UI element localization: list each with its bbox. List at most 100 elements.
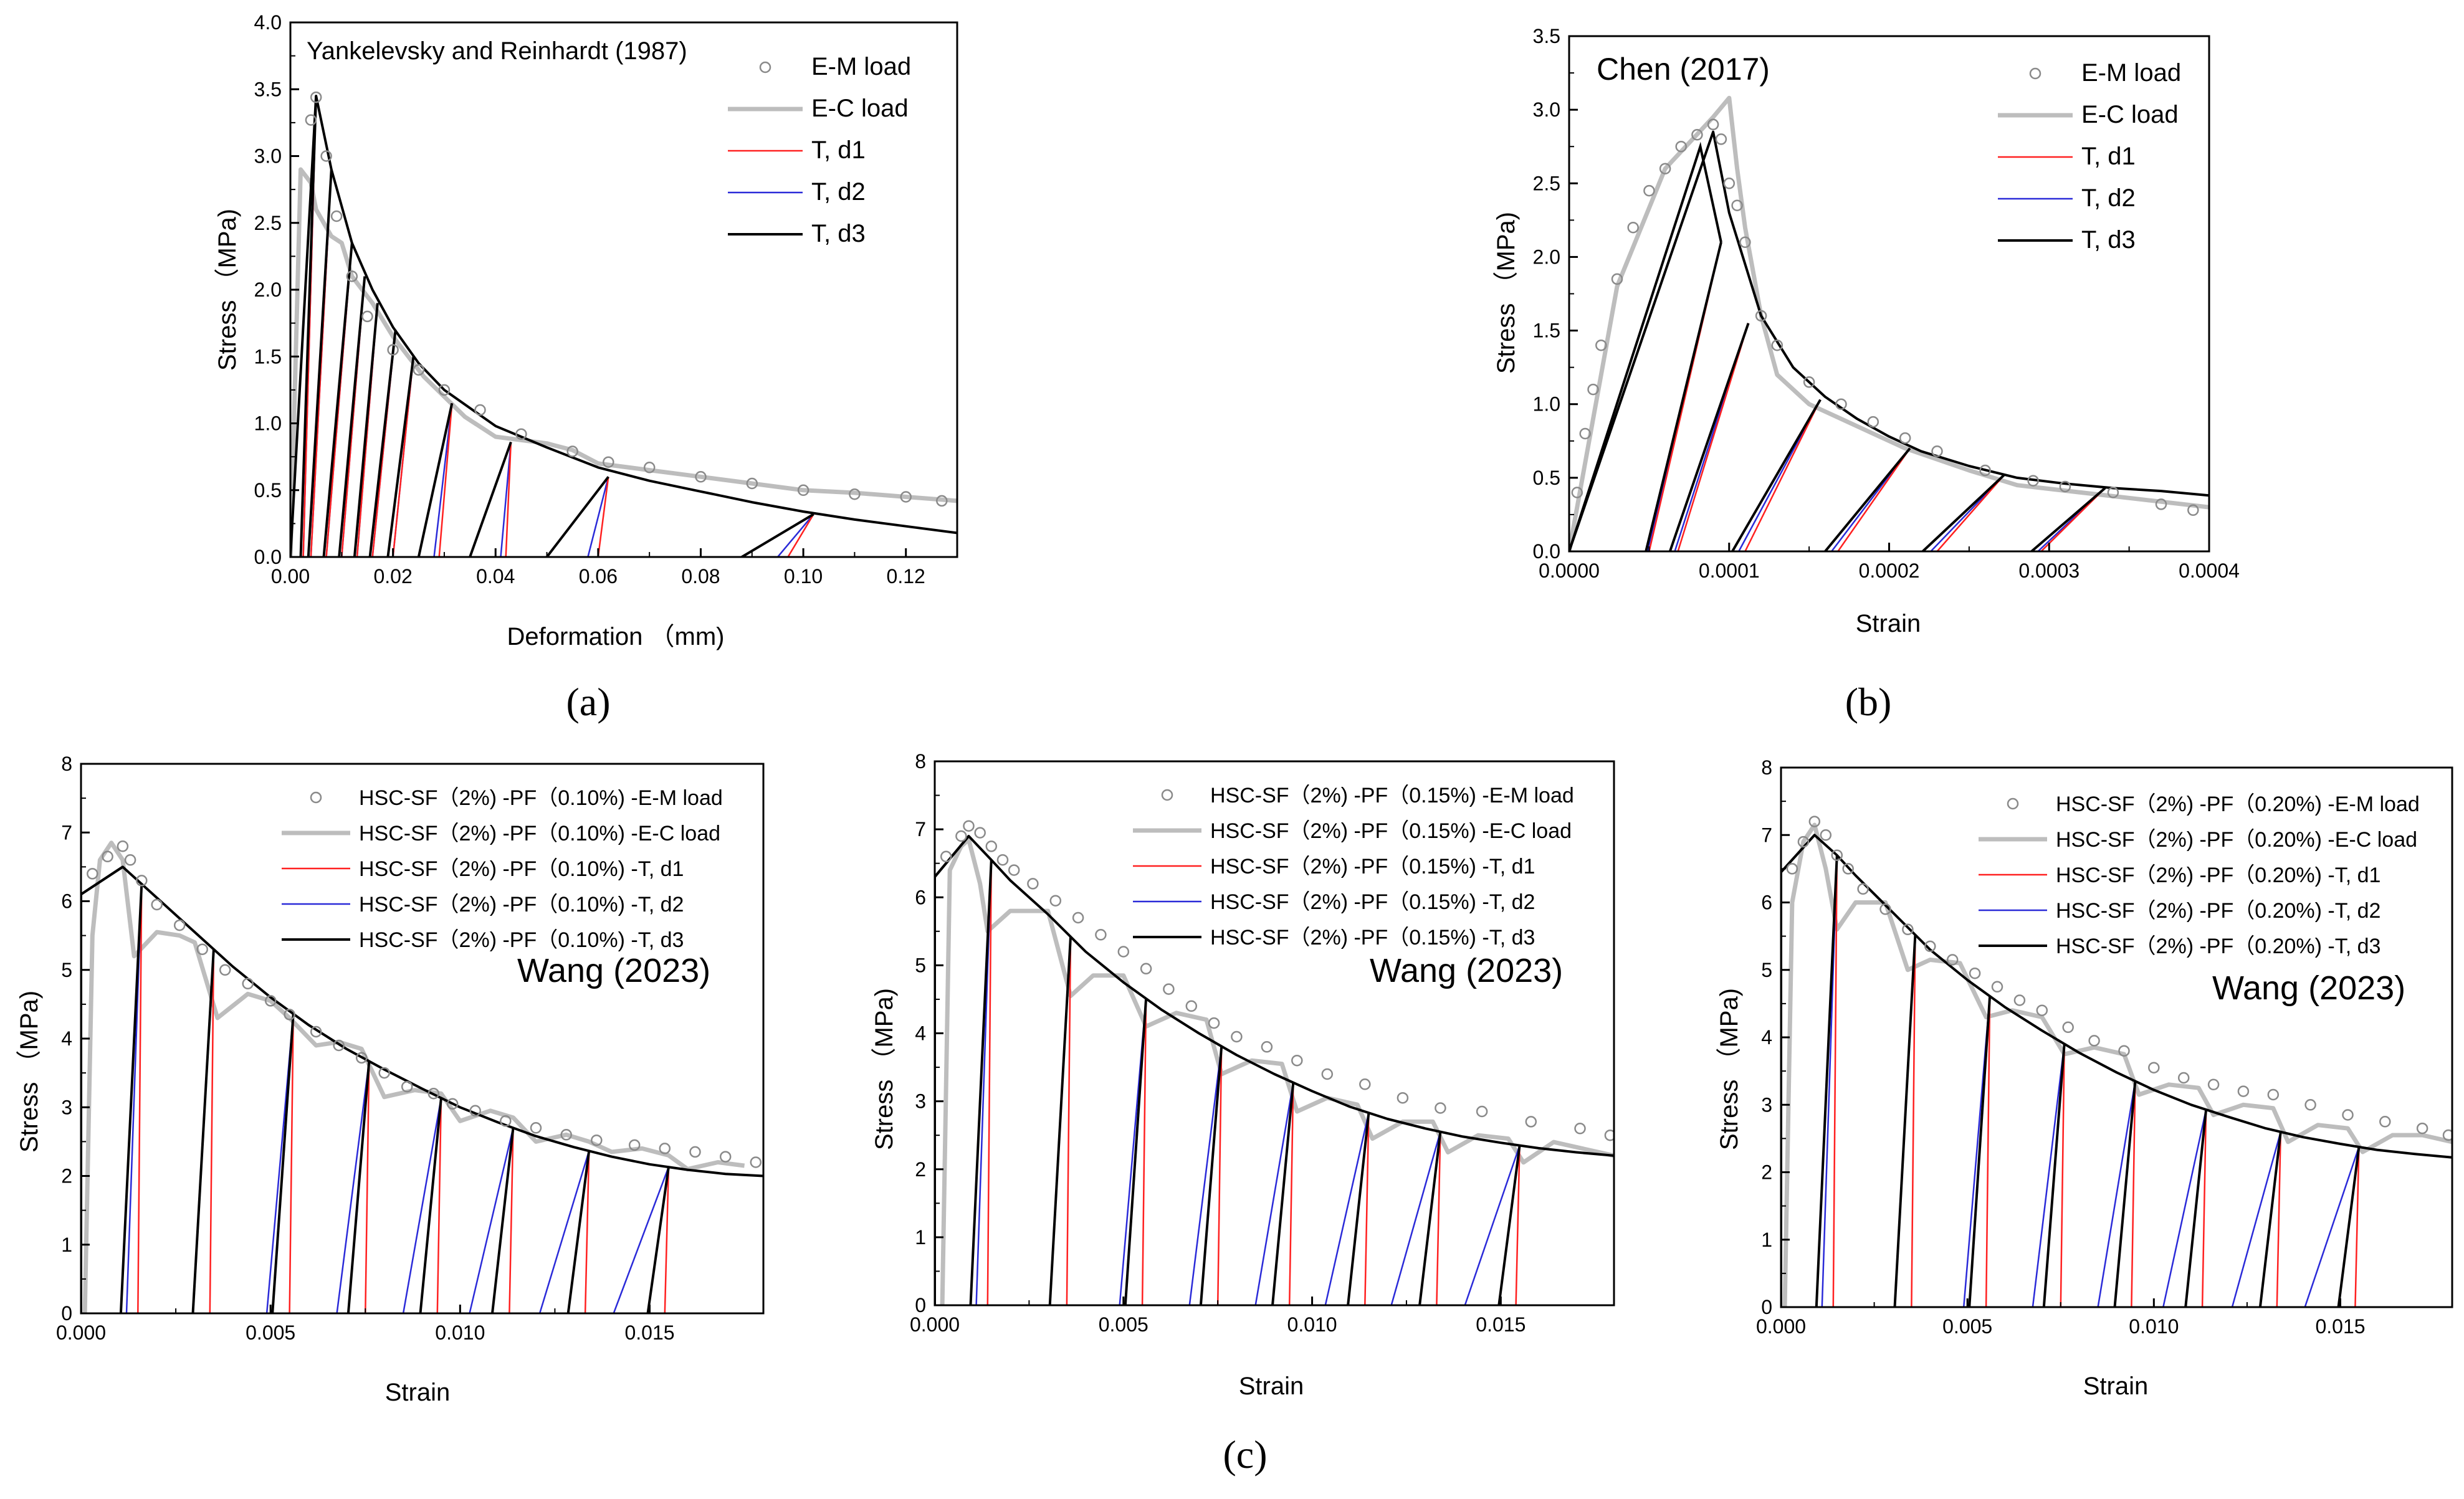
unload-branch-d1 bbox=[289, 1014, 294, 1313]
y-tick-label: 8 bbox=[1761, 756, 1772, 779]
unload-branch-d3 bbox=[271, 1014, 295, 1313]
plot-body-c3 bbox=[1781, 816, 2452, 1307]
x-axis-label-c2: Strain bbox=[1239, 1373, 1304, 1400]
em-load-point bbox=[2177, 1072, 2190, 1084]
unload-branch-d3 bbox=[1418, 1131, 1442, 1305]
unload-branch-d3 bbox=[969, 860, 993, 1305]
plot-body-c2 bbox=[935, 820, 1614, 1305]
y-tick-label: 6 bbox=[915, 886, 926, 908]
x-tick-label: 0.08 bbox=[681, 565, 720, 588]
series-envelope bbox=[81, 865, 763, 1178]
plot-area-c3: 0.000 0.005 0.010 0.015 0 1 2 3 4 5 6 7 8 bbox=[1756, 756, 2453, 1338]
em-load-point bbox=[2036, 1004, 2048, 1016]
unload-branch-d2 bbox=[336, 1061, 370, 1313]
em-load-point bbox=[500, 1115, 512, 1127]
legend-label: HSC-SF（2%) -PF（0.20%) -T, d1 bbox=[2056, 864, 2380, 887]
unload-branch-d3 bbox=[2042, 1044, 2066, 1307]
chart-title-c3: Wang (2023) bbox=[2212, 969, 2405, 1007]
em-load-point bbox=[1643, 184, 1655, 197]
unload-branch-d1 bbox=[2276, 1131, 2282, 1307]
y-tick-label: 2.0 bbox=[1533, 245, 1560, 268]
plot-area-c1: 0.000 0.005 0.010 0.015 0 1 2 3 4 5 6 7 8 bbox=[56, 753, 765, 1344]
unload-branch-d1 bbox=[1216, 1046, 1223, 1305]
unload-branch-d3 bbox=[307, 169, 333, 557]
em-load-point bbox=[1946, 954, 1959, 966]
em-load-point bbox=[355, 1052, 368, 1064]
em-load-point bbox=[151, 898, 163, 911]
em-load-point bbox=[1803, 376, 1815, 388]
em-load-point bbox=[940, 850, 952, 863]
unload-branch-d1 bbox=[584, 1151, 590, 1313]
unload-branch-d3 bbox=[2337, 1146, 2361, 1307]
em-load-point bbox=[2088, 1035, 2100, 1047]
unload-branch-d1 bbox=[365, 1061, 370, 1313]
em-load-point bbox=[936, 495, 948, 507]
y-tick-label: 0.5 bbox=[254, 479, 282, 502]
em-load-point bbox=[1899, 432, 1911, 444]
em-load-point bbox=[361, 310, 373, 323]
unload-branch-d1 bbox=[505, 442, 512, 557]
y-tick-label: 1.0 bbox=[1533, 393, 1560, 416]
y-tick-label: 1 bbox=[61, 1234, 72, 1256]
plot-body-a bbox=[290, 91, 957, 557]
unload-branch-d2 bbox=[587, 476, 609, 557]
em-load-point bbox=[1579, 427, 1591, 440]
chart-title-c1: Wang (2023) bbox=[517, 952, 710, 989]
em-load-point bbox=[2267, 1088, 2280, 1101]
legend-label: HSC-SF（2%) -PF（0.15%) -T, d3 bbox=[1210, 926, 1535, 949]
legend-label: E-M load bbox=[811, 53, 911, 80]
legend-label: HSC-SF（2%) -PF（0.20%) -T, d3 bbox=[2056, 935, 2380, 958]
y-tick-label: 0 bbox=[61, 1302, 72, 1325]
em-load-point bbox=[117, 840, 129, 852]
y-tick-label: 5 bbox=[61, 959, 72, 981]
em-load-point bbox=[1835, 398, 1847, 410]
y-tick-label: 1 bbox=[915, 1226, 926, 1249]
unload-branch-d1 bbox=[1141, 998, 1147, 1305]
unload-branch-d1 bbox=[1837, 447, 1911, 551]
panel-label-a: (a) bbox=[566, 680, 610, 724]
unload-branch-d2 bbox=[402, 1098, 442, 1313]
unload-branch-d3 bbox=[2113, 1081, 2137, 1307]
x-axis-label-c3: Strain bbox=[2083, 1373, 2149, 1400]
y-tick-label: 3 bbox=[61, 1096, 72, 1118]
x-tick-label: 0.0004 bbox=[2179, 559, 2240, 582]
legend-label: T, d3 bbox=[811, 220, 866, 247]
plot-body-b bbox=[1569, 95, 2209, 551]
em-load-point bbox=[1208, 1017, 1220, 1029]
legend-c1: HSC-SF（2%) -PF（0.10%) -E-M load HSC-SF（2%… bbox=[282, 786, 723, 952]
em-load-point bbox=[2118, 1045, 2130, 1057]
em-load-point bbox=[1525, 1116, 1537, 1128]
x-tick-label: 0.06 bbox=[579, 565, 618, 588]
unload-branch-d3 bbox=[2258, 1131, 2282, 1307]
em-load-point bbox=[1820, 829, 1832, 841]
rise-branch-d3 bbox=[1569, 141, 1722, 551]
unload-branch-d3 bbox=[1668, 323, 1750, 551]
legend-label: HSC-SF（2%) -PF（0.10%) -T, d2 bbox=[359, 893, 684, 916]
em-load-point bbox=[2013, 994, 2026, 1006]
x-axis-label-b: Strain bbox=[1856, 610, 1921, 637]
em-load-point bbox=[427, 1087, 440, 1100]
x-tick-label: 0.04 bbox=[476, 565, 515, 588]
y-tick-label: 6 bbox=[1761, 892, 1772, 914]
unload-branch-d3 bbox=[353, 303, 379, 557]
chart-title-b: Chen (2017) bbox=[1597, 52, 1770, 87]
em-load-point bbox=[1991, 981, 2003, 993]
unload-branch-d2 bbox=[2032, 1044, 2065, 1307]
y-tick-label: 7 bbox=[915, 818, 926, 840]
em-load-point bbox=[173, 919, 186, 931]
y-tick-label: 3 bbox=[1761, 1093, 1772, 1116]
y-tick-label: 7 bbox=[1761, 824, 1772, 846]
em-load-point bbox=[2237, 1085, 2250, 1097]
em-load-point bbox=[955, 830, 967, 842]
em-load-point bbox=[530, 1122, 542, 1134]
x-tick-label: 0.010 bbox=[2129, 1315, 2179, 1338]
unload-branch-d1 bbox=[1744, 399, 1822, 551]
legend-marker-em-load bbox=[1161, 789, 1173, 801]
unload-branch-d3 bbox=[417, 402, 454, 557]
em-load-point bbox=[2342, 1109, 2354, 1121]
y-tick-label: 1.5 bbox=[1533, 320, 1560, 342]
unload-branch-d2 bbox=[613, 1166, 670, 1313]
em-load-point bbox=[310, 1026, 322, 1038]
em-load-point bbox=[413, 364, 425, 376]
